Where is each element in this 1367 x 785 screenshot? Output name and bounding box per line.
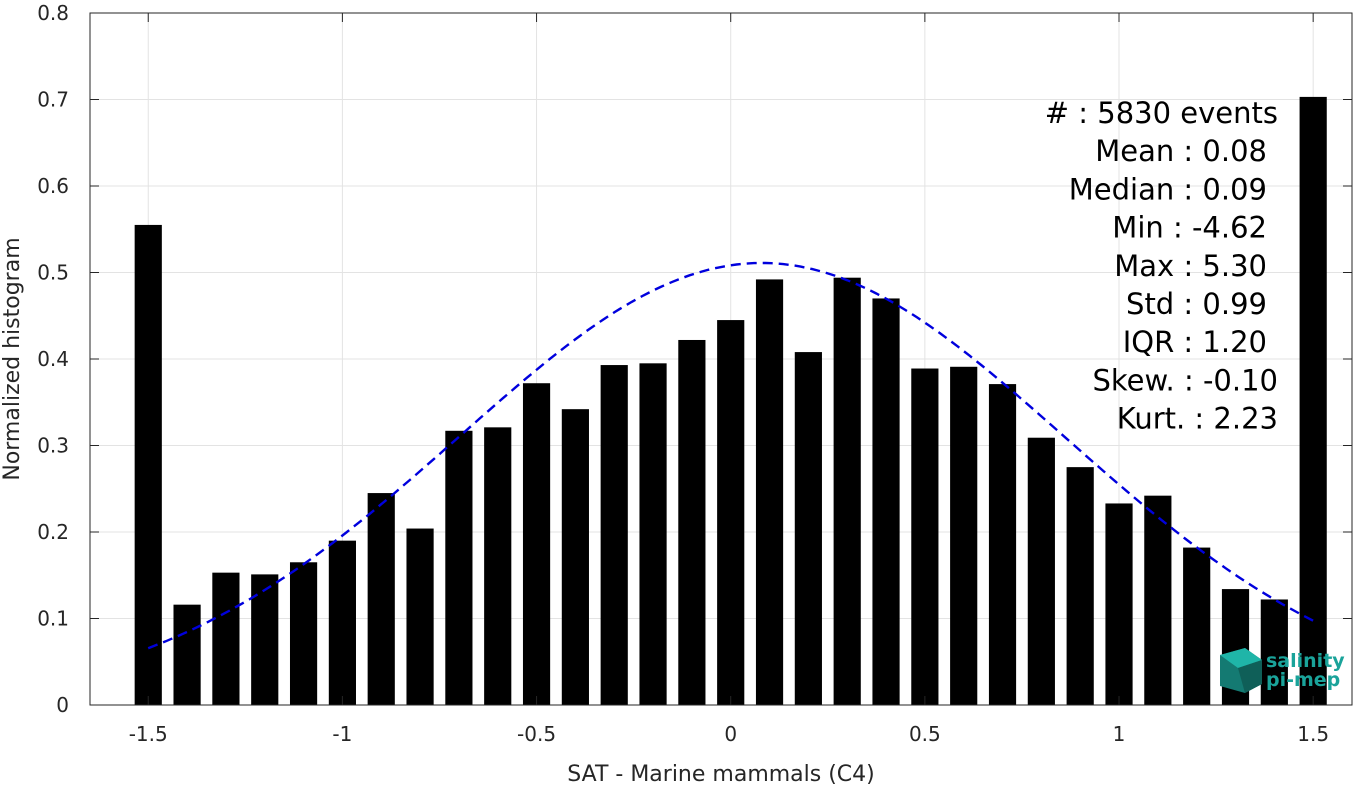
x-tick-label: 0 [724,722,737,746]
logo-text-line1: salinity [1266,650,1345,672]
x-tick-label: -1.5 [129,722,168,746]
y-tick-label: 0.8 [37,1,69,25]
stats-line: Kurt. : 2.23 [1117,402,1278,436]
y-tick-label: 0.7 [37,88,69,112]
y-tick-label: 0.1 [37,607,69,631]
salinity-pi-mep-logo: salinity pi-mep [1220,648,1345,693]
x-tick-label: 1 [1113,722,1126,746]
stats-line: Std : 0.99 [1126,287,1267,321]
stats-line: # : 5830 events [1045,96,1278,130]
histogram-bar [950,366,978,705]
y-tick-label: 0.2 [37,520,69,544]
normal-fit-curve [147,261,1314,650]
x-tick-labels: -1.5 -1 -0.5 0 0.5 1 1.5 [129,722,1329,746]
y-tick-labels: 0 0.1 0.2 0.3 0.4 0.5 0.6 0.7 0.8 [37,1,69,717]
axis-ticks [90,12,1352,706]
histogram-bar [173,604,201,705]
histogram-bar [134,224,162,706]
histogram-bar [988,384,1017,705]
histogram-bar [484,427,512,705]
histogram-bar [212,572,240,705]
x-tick-label: 1.5 [1297,722,1329,746]
histogram-bar [1105,503,1133,705]
histogram-bar [755,279,784,705]
logo-cube-icon [1220,648,1262,693]
histogram-bar [717,320,745,705]
histogram-bar [1066,467,1094,705]
histogram-bar [678,339,706,705]
histogram-bar [367,493,395,705]
x-tick-label: -1 [332,722,352,746]
histogram-bar [561,409,589,705]
stats-line: Skew. : -0.10 [1092,363,1278,397]
histogram-bar [445,430,473,705]
histogram-bar [406,528,434,705]
histogram-bar [1299,96,1327,705]
histogram-bar [251,574,279,705]
logo-text-line2: pi-mep [1266,669,1340,691]
histogram-bar [1144,495,1172,705]
histogram-bar [639,363,667,705]
histogram-bar [1260,599,1288,705]
y-axis-title: Normalized histogram [0,237,25,480]
histogram-bar [522,383,551,705]
x-tick-label: 0.5 [909,722,941,746]
stats-line: Max : 5.30 [1114,249,1267,283]
histogram-bar [328,540,356,705]
histogram-bar [911,368,939,705]
stats-line: Mean : 0.08 [1095,134,1267,168]
histogram-bar [600,365,628,705]
histogram-bar [872,298,900,705]
statistics-box: # : 5830 events Mean : 0.08 Median : 0.09 M… [1045,96,1278,436]
y-tick-label: 0.6 [37,174,69,198]
histogram-bar [1183,547,1211,705]
x-tick-label: -0.5 [517,722,556,746]
histogram-bar [1027,437,1055,705]
y-tick-label: 0.3 [37,434,69,458]
y-tick-label: 0.4 [37,347,69,371]
y-tick-label: 0 [56,693,69,717]
stats-line: Median : 0.09 [1069,172,1267,206]
stats-line: Min : -4.62 [1112,211,1267,245]
histogram-bar [794,352,822,705]
stats-line: IQR : 1.20 [1123,325,1267,359]
x-axis-title: SAT - Marine mammals (C4) [567,762,875,785]
histogram-bar [289,562,318,705]
histogram-bars [134,96,1327,706]
y-tick-label: 0.5 [37,261,69,285]
grid-lines [90,12,1352,706]
histogram-bar [833,277,861,705]
